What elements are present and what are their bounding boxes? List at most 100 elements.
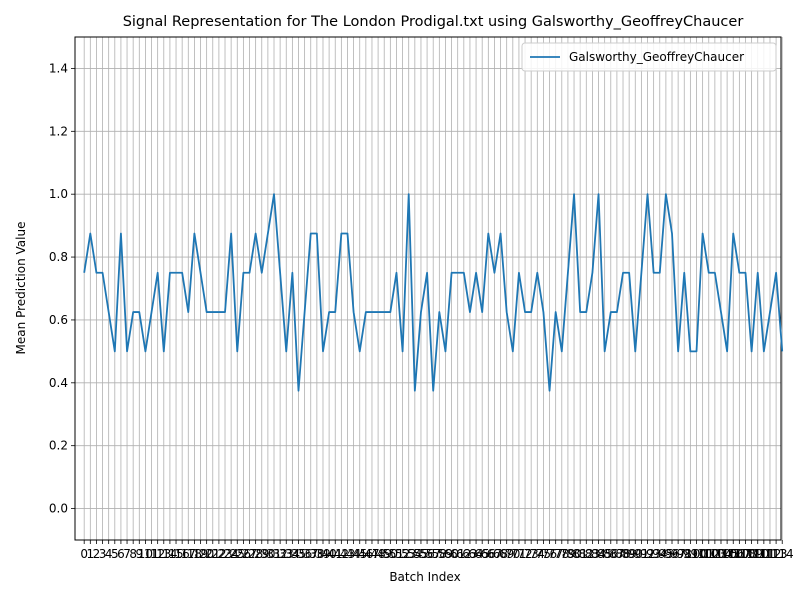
x-tick-label: 3 xyxy=(99,547,107,561)
x-tick-label: 106 xyxy=(722,547,745,561)
x-tick-label: 50 xyxy=(383,547,398,561)
x-tick-label: 30 xyxy=(260,547,275,561)
x-tick-label: 58 xyxy=(432,547,447,561)
x-tick-label: 83 xyxy=(585,547,600,561)
x-tick-label: 24 xyxy=(223,547,238,561)
y-tick-label: 0.6 xyxy=(49,313,68,327)
x-tick-label: 63 xyxy=(462,547,477,561)
x-tick-label: 47 xyxy=(364,547,379,561)
x-tick-label: 82 xyxy=(579,547,594,561)
x-tick-label: 103 xyxy=(703,547,726,561)
x-tick-label: 77 xyxy=(548,547,563,561)
x-tick-label: 27 xyxy=(242,547,257,561)
x-tick-label: 61 xyxy=(450,547,465,561)
x-tick-label: 43 xyxy=(340,547,355,561)
x-tick-label: 90 xyxy=(628,547,643,561)
x-tick-label: 15 xyxy=(168,547,183,561)
x-tick-label: 16 xyxy=(175,547,190,561)
x-tick-label: 59 xyxy=(438,547,453,561)
y-tick-label: 0.2 xyxy=(49,439,68,453)
x-tick-label: 65 xyxy=(475,547,490,561)
x-tick-label: 107 xyxy=(728,547,751,561)
x-tick-label: 88 xyxy=(615,547,630,561)
x-tick-label: 31 xyxy=(266,547,281,561)
x-tick-label: 12 xyxy=(150,547,165,561)
x-tick-label: 19 xyxy=(193,547,208,561)
x-tick-label: 76 xyxy=(542,547,557,561)
x-tick-label: 41 xyxy=(328,547,343,561)
x-tick-label: 62 xyxy=(456,547,471,561)
x-tick-label: 46 xyxy=(358,547,373,561)
x-tick-label: 29 xyxy=(254,547,269,561)
x-tick-label: 28 xyxy=(248,547,263,561)
x-tick-label: 54 xyxy=(407,547,422,561)
y-axis-label: Mean Prediction Value xyxy=(14,222,28,355)
x-tick-label: 18 xyxy=(187,547,202,561)
x-tick-label: 102 xyxy=(697,547,720,561)
x-tick-label: 113 xyxy=(765,547,788,561)
x-tick-label: 56 xyxy=(419,547,434,561)
x-tick-label: 98 xyxy=(677,547,692,561)
x-tick-label: 100 xyxy=(685,547,708,561)
x-tick-label: 1 xyxy=(86,547,94,561)
x-tick-label: 7 xyxy=(123,547,131,561)
x-tick-label: 21 xyxy=(205,547,220,561)
x-tick-label: 110 xyxy=(746,547,769,561)
x-tick-label: 60 xyxy=(444,547,459,561)
legend-box xyxy=(521,42,777,72)
x-tick-label: 51 xyxy=(389,547,404,561)
x-tick-label: 44 xyxy=(346,547,361,561)
x-tick-label: 108 xyxy=(734,547,757,561)
x-tick-label: 111 xyxy=(752,547,775,561)
x-tick-label: 57 xyxy=(426,547,441,561)
x-tick-label: 6 xyxy=(117,547,125,561)
x-tick-label: 68 xyxy=(493,547,508,561)
x-tick-label: 38 xyxy=(309,547,324,561)
x-tick-label: 39 xyxy=(315,547,330,561)
x-tick-label: 53 xyxy=(401,547,416,561)
x-tick-label: 112 xyxy=(759,547,782,561)
x-tick-label: 26 xyxy=(236,547,251,561)
x-axis-label: Batch Index xyxy=(389,570,460,584)
x-tick-label: 78 xyxy=(554,547,569,561)
x-tick-label: 10 xyxy=(138,547,153,561)
x-tick-label: 91 xyxy=(634,547,649,561)
x-tick-label: 32 xyxy=(272,547,287,561)
x-tick-label: 92 xyxy=(640,547,655,561)
x-tick-label: 109 xyxy=(740,547,763,561)
x-tick-label: 71 xyxy=(511,547,526,561)
x-tick-label: 73 xyxy=(524,547,539,561)
x-tick-label: 105 xyxy=(716,547,739,561)
x-tick-label: 70 xyxy=(505,547,520,561)
y-tick-label: 1.2 xyxy=(49,124,68,138)
x-tick-label: 20 xyxy=(199,547,214,561)
x-tick-label: 96 xyxy=(664,547,679,561)
series-layer xyxy=(83,193,784,392)
x-tick-label: 2 xyxy=(93,547,101,561)
x-tick-label: 84 xyxy=(591,547,606,561)
x-tick-label: 9 xyxy=(135,547,143,561)
x-tick-label: 66 xyxy=(481,547,496,561)
x-tick-label: 93 xyxy=(646,547,661,561)
x-tick-label: 69 xyxy=(499,547,514,561)
x-tick-label: 42 xyxy=(334,547,349,561)
y-tick-label: 1.4 xyxy=(49,61,68,75)
y-tick-label: 1.0 xyxy=(49,187,68,201)
x-tick-label: 85 xyxy=(597,547,612,561)
x-tick-label: 114 xyxy=(771,547,794,561)
x-tick-label: 104 xyxy=(710,547,733,561)
x-tick-label: 81 xyxy=(573,547,588,561)
plot-area-frame xyxy=(74,36,782,541)
x-tick-label: 55 xyxy=(413,547,428,561)
x-tick-label: 48 xyxy=(370,547,385,561)
x-tick-label: 36 xyxy=(297,547,312,561)
x-tick-label: 94 xyxy=(652,547,667,561)
x-tick-label: 79 xyxy=(560,547,575,561)
y-tick-label: 0.0 xyxy=(49,502,68,516)
x-tick-label: 22 xyxy=(211,547,226,561)
series-line-galsworthy-geoffreychaucer xyxy=(83,193,784,392)
x-tick-label: 0 xyxy=(80,547,88,561)
x-tick-label: 5 xyxy=(111,547,119,561)
x-tick-label: 14 xyxy=(162,547,177,561)
